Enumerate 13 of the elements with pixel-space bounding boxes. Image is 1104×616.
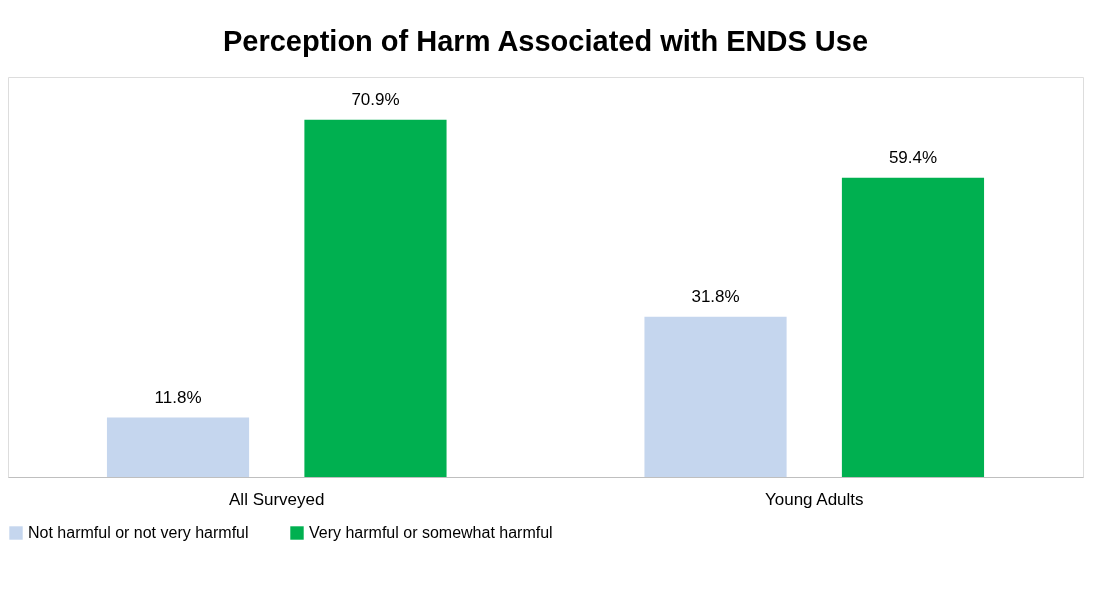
data-label: 31.8% [691, 286, 740, 306]
x-tick-label: All Surveyed [229, 489, 325, 509]
chart-title: Perception of Harm Associated with ENDS Use [222, 25, 869, 57]
data-label: 70.9% [351, 89, 400, 109]
data-label: 59.4% [888, 147, 938, 167]
x-tick-label: Young Adults [764, 489, 864, 509]
bar [841, 177, 985, 477]
legend-label: Very harmful or somewhat harmful [309, 524, 553, 541]
bar [106, 417, 250, 477]
bar [644, 316, 787, 477]
data-label: 11.8% [154, 387, 202, 407]
bar [304, 119, 447, 477]
legend-label: Not harmful or not very harmful [28, 524, 249, 541]
